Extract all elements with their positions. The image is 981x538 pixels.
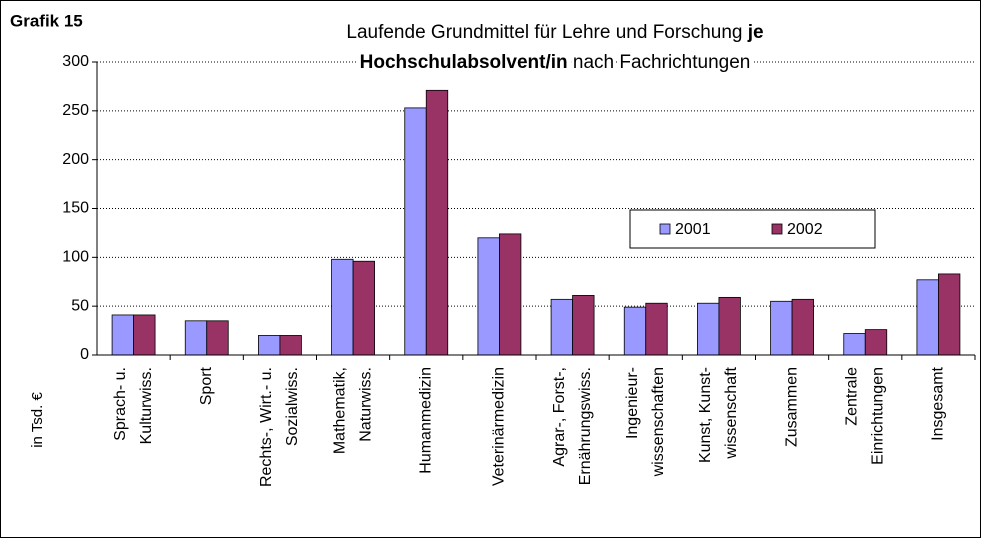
y-tick-label: 0	[80, 346, 89, 363]
bar	[404, 107, 427, 356]
x-tick-label: Insgesamt	[930, 366, 947, 440]
bar	[206, 320, 229, 356]
x-tick-label: Sozialwiss.	[284, 367, 301, 446]
x-tick-label: Rechts-, Wirt.- u.	[258, 367, 275, 487]
legend-label: 2001	[675, 221, 711, 238]
bar	[938, 273, 961, 356]
title-part: Hochschulabsolvent/in	[360, 52, 568, 73]
x-tick-label: Agrar-, Forst-,	[551, 367, 568, 467]
y-tick-label: 150	[62, 200, 89, 217]
title-part: je	[747, 22, 764, 43]
title-part: Laufende Grundmittel für Lehre und Forsc…	[346, 22, 747, 43]
x-tick-label: Sprach- u.	[112, 367, 129, 441]
chart-label: Grafik 15	[10, 11, 83, 30]
bar	[279, 335, 302, 356]
y-tick-label: 300	[62, 53, 89, 70]
y-axis-label: in Tsd. €	[29, 392, 46, 448]
legend-swatch	[659, 223, 671, 235]
bar	[770, 300, 793, 356]
bar	[864, 329, 888, 356]
x-tick-label: wissenschaften	[650, 367, 667, 477]
bar	[697, 302, 720, 356]
y-tick-label: 250	[62, 102, 89, 119]
bar	[550, 298, 573, 356]
x-tick-label: Kulturwiss.	[138, 367, 155, 444]
legend-label: 2002	[787, 221, 823, 238]
bar	[477, 237, 500, 356]
x-tick-label: Ingenieur-	[624, 367, 641, 439]
legend-box	[629, 209, 876, 249]
legend-swatch	[771, 223, 783, 235]
x-tick-label: Naturwiss.	[357, 367, 374, 442]
y-tick-label: 100	[62, 249, 89, 266]
bar	[916, 279, 939, 356]
bar	[791, 298, 814, 356]
bar	[258, 335, 281, 356]
bar	[111, 314, 134, 356]
x-tick-label: Sport	[198, 366, 215, 405]
bar	[843, 333, 866, 356]
bar	[352, 260, 375, 356]
chart-title: Laufende Grundmittel für Lehre und Forsc…	[346, 22, 763, 43]
bar	[718, 296, 741, 356]
x-tick-label: Zentrale	[843, 367, 860, 426]
bar	[184, 320, 208, 356]
x-tick-label: Einrichtungen	[869, 367, 886, 465]
title-part: nach Fachrichtungen	[568, 52, 751, 73]
bar	[499, 233, 522, 356]
x-tick-label: Mathematik,	[331, 367, 348, 454]
x-tick-label: Kunst, Kunst-	[697, 367, 714, 463]
x-tick-label: Veterinärmedizin	[491, 367, 508, 486]
x-tick-label: Zusammen	[783, 367, 800, 447]
bar	[623, 306, 647, 356]
bar	[425, 89, 449, 356]
bar	[572, 295, 595, 356]
x-tick-label: Ernährungswiss.	[577, 367, 594, 485]
y-tick-label: 50	[71, 297, 89, 314]
bar	[331, 258, 354, 356]
y-tick-label: 200	[62, 151, 89, 168]
x-tick-label: Humanmedizin	[417, 367, 434, 474]
bar	[645, 302, 668, 356]
x-tick-label: wissenschaft	[723, 366, 740, 459]
bar	[133, 314, 156, 356]
chart-title: Hochschulabsolvent/in nach Fachrichtunge…	[360, 52, 751, 73]
